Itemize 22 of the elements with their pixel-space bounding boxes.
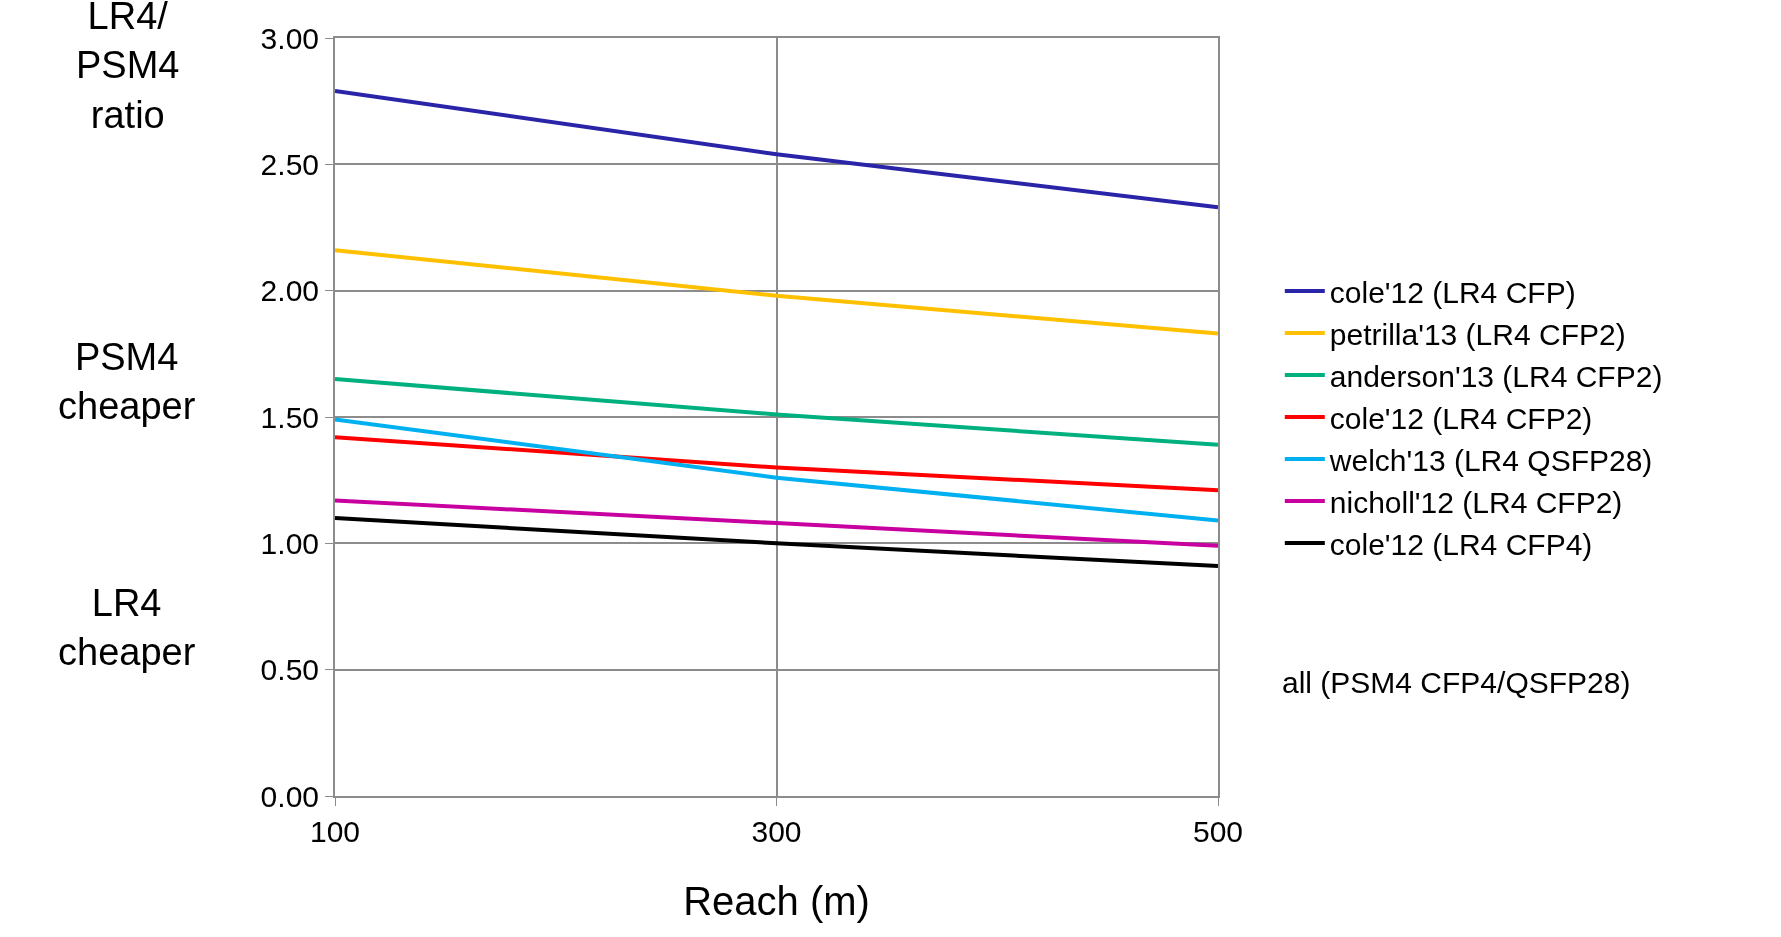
y-tick-label: 2.00 (260, 274, 319, 308)
x-tick-label: 300 (751, 815, 802, 848)
y-tick-label: 1.00 (260, 526, 319, 560)
legend-label: petrilla'13 (LR4 CFP2) (1329, 317, 1626, 351)
y-tick-label: 0.00 (260, 779, 319, 813)
y-axis-title: LR4/ PSM4 ratio (76, 0, 180, 136)
x-tick-label: 500 (1192, 815, 1244, 848)
x-axis-title: Reach (m) (683, 879, 870, 923)
y-tick-label: 3.00 (260, 21, 319, 55)
legend-label: cole'12 (LR4 CFP4) (1329, 527, 1593, 561)
legend-label: welch'13 (LR4 QSFP28) (1328, 443, 1653, 477)
text: PSM4 cheaper (58, 336, 196, 428)
y-tick-label: 1.50 (260, 400, 319, 434)
y-tick-label: 0.50 (260, 653, 319, 687)
text: all (PSM4 CFP4/QSFP28) (1282, 666, 1631, 699)
text: LR4 cheaper (58, 582, 196, 674)
legend-label: anderson'13 (LR4 CFP2) (1329, 359, 1663, 393)
legend-label: nicholl'12 (LR4 CFP2) (1329, 485, 1623, 519)
legend-label: cole'12 (LR4 CFP) (1329, 275, 1576, 309)
x-tick-label: 100 (309, 815, 361, 848)
y-tick-label: 2.50 (260, 147, 319, 181)
legend-label: cole'12 (LR4 CFP2) (1329, 401, 1593, 435)
